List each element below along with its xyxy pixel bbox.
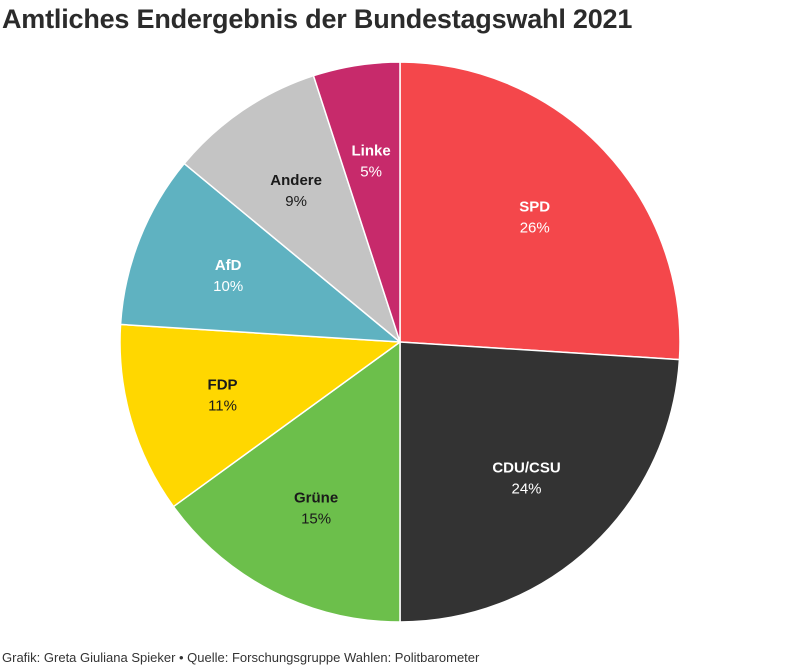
slice-name-andere: Andere <box>270 172 322 189</box>
slice-name-spd: SPD <box>519 198 550 215</box>
slice-name-afd: AfD <box>215 257 242 274</box>
pie-slice-spd <box>399 61 681 361</box>
source-credit: Grafik: Greta Giuliana Spieker • Quelle:… <box>2 650 480 665</box>
slice-value-afd: 10% <box>213 278 243 295</box>
slice-value-fdp: 11% <box>208 398 237 415</box>
slice-name-cdu-csu: CDU/CSU <box>492 460 560 477</box>
pie-slice-gruene <box>172 341 401 623</box>
chart-title: Amtliches Endergebnis der Bundestagswahl… <box>2 4 633 34</box>
slice-value-gruene: 15% <box>301 511 331 528</box>
pie-slice-andere <box>183 74 401 343</box>
pie-slice-fdp <box>119 323 401 508</box>
slice-name-linke: Linke <box>351 142 390 159</box>
slice-value-andere: 9% <box>285 193 307 210</box>
pie-slice-afd <box>119 162 401 343</box>
pie-slices <box>119 61 681 623</box>
slice-name-fdp: FDP <box>208 377 238 394</box>
slice-value-linke: 5% <box>360 163 382 180</box>
pie-slice-linke <box>312 61 401 343</box>
slice-value-spd: 26% <box>520 219 550 236</box>
slice-value-cdu-csu: 24% <box>511 481 541 498</box>
pie-slice-cdu-csu <box>399 341 681 623</box>
slice-name-gruene: Grüne <box>294 490 338 507</box>
pie-labels: SPD 26% CDU/CSU 24% Grüne 15% FDP 11% AfD 10% Ande… <box>208 142 561 527</box>
